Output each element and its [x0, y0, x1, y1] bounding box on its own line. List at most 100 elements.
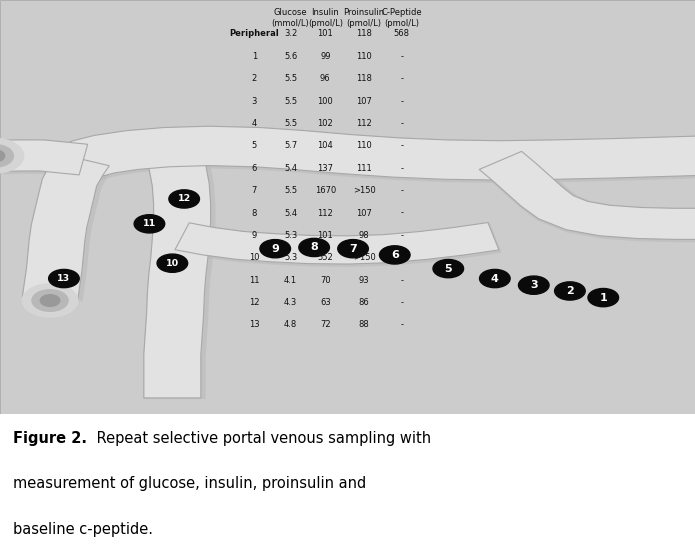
Circle shape: [169, 190, 199, 208]
Circle shape: [338, 239, 368, 258]
Text: -: -: [400, 52, 403, 61]
Polygon shape: [70, 126, 695, 180]
Text: 9: 9: [252, 231, 257, 240]
Text: 5: 5: [445, 264, 452, 273]
Text: 12: 12: [177, 194, 191, 204]
Text: 5: 5: [252, 142, 257, 150]
Text: 86: 86: [359, 298, 370, 307]
Text: 5.4: 5.4: [284, 209, 297, 217]
Text: 5.6: 5.6: [284, 52, 297, 61]
Text: 5.5: 5.5: [284, 97, 297, 105]
Polygon shape: [0, 140, 88, 175]
Text: 7: 7: [349, 244, 357, 254]
Polygon shape: [0, 139, 90, 178]
Polygon shape: [175, 222, 499, 264]
Circle shape: [0, 138, 24, 173]
Text: 101: 101: [318, 30, 333, 38]
Text: 8: 8: [252, 209, 257, 217]
Circle shape: [0, 150, 5, 162]
Text: -: -: [400, 321, 403, 329]
Text: -: -: [400, 164, 403, 173]
Text: 70: 70: [320, 276, 331, 285]
Text: 3: 3: [530, 280, 537, 290]
Circle shape: [260, 239, 291, 258]
Text: 6: 6: [391, 250, 399, 260]
Text: 4: 4: [252, 119, 257, 128]
Text: 13: 13: [58, 274, 70, 283]
Text: 4.3: 4.3: [284, 298, 297, 307]
Text: 118: 118: [357, 74, 372, 83]
Text: baseline c-peptide.: baseline c-peptide.: [13, 522, 152, 537]
Polygon shape: [479, 152, 695, 242]
Text: Glucose: Glucose: [274, 8, 307, 17]
Text: 8: 8: [310, 243, 318, 253]
Text: 552: 552: [318, 253, 333, 262]
Text: 93: 93: [359, 276, 370, 285]
Polygon shape: [144, 145, 211, 398]
Text: 110: 110: [357, 142, 372, 150]
Text: 110: 110: [357, 52, 372, 61]
Text: 11: 11: [249, 276, 260, 285]
Polygon shape: [143, 147, 215, 399]
Circle shape: [588, 288, 619, 307]
Text: 1: 1: [252, 52, 257, 61]
Circle shape: [433, 260, 464, 278]
Text: 1670: 1670: [315, 186, 336, 195]
Text: 5.3: 5.3: [284, 253, 297, 262]
Text: 5.5: 5.5: [284, 119, 297, 128]
Text: >150: >150: [353, 253, 375, 262]
Text: 9: 9: [271, 244, 279, 254]
Circle shape: [134, 215, 165, 233]
Text: 5.3: 5.3: [284, 231, 297, 240]
Text: 4: 4: [491, 273, 499, 283]
Text: 3.2: 3.2: [284, 30, 297, 38]
Text: 3: 3: [252, 97, 257, 105]
Text: 98: 98: [359, 231, 370, 240]
Circle shape: [22, 284, 78, 317]
Text: >150: >150: [353, 186, 375, 195]
Text: Figure 2.: Figure 2.: [13, 430, 86, 446]
Text: 111: 111: [357, 164, 372, 173]
Text: (pmol/L): (pmol/L): [384, 19, 419, 27]
Text: 101: 101: [318, 231, 333, 240]
Text: 5.7: 5.7: [284, 142, 297, 150]
Polygon shape: [22, 154, 114, 301]
Text: -: -: [400, 74, 403, 83]
Text: 72: 72: [320, 321, 331, 329]
Text: 6: 6: [252, 164, 257, 173]
Text: Repeat selective portal venous sampling with: Repeat selective portal venous sampling …: [92, 430, 431, 446]
Text: measurement of glucose, insulin, proinsulin and: measurement of glucose, insulin, proinsu…: [13, 477, 366, 491]
Text: Insulin: Insulin: [311, 8, 339, 17]
Text: -: -: [400, 119, 403, 128]
Circle shape: [379, 246, 410, 264]
Text: -: -: [400, 231, 403, 240]
Polygon shape: [22, 153, 109, 300]
Text: 96: 96: [320, 74, 331, 83]
Text: 1: 1: [599, 293, 607, 302]
Text: 107: 107: [357, 209, 372, 217]
Text: 63: 63: [320, 298, 331, 307]
Circle shape: [40, 295, 60, 306]
Text: -: -: [400, 97, 403, 105]
Text: (mmol/L): (mmol/L): [272, 19, 309, 27]
Text: 100: 100: [318, 97, 333, 105]
Text: -: -: [400, 209, 403, 217]
Text: 12: 12: [249, 298, 260, 307]
Text: 10: 10: [166, 259, 179, 268]
Text: 88: 88: [359, 321, 370, 329]
Text: 137: 137: [317, 164, 334, 173]
Text: 11: 11: [142, 220, 156, 228]
Text: -: -: [400, 298, 403, 307]
Circle shape: [299, 238, 329, 256]
Text: -: -: [400, 186, 403, 195]
Polygon shape: [72, 126, 695, 183]
Text: 2: 2: [252, 74, 257, 83]
Text: 118: 118: [357, 30, 372, 38]
Text: 107: 107: [357, 97, 372, 105]
Circle shape: [32, 290, 68, 311]
Text: Peripheral: Peripheral: [229, 30, 279, 38]
Text: 10: 10: [249, 253, 260, 262]
Text: 7: 7: [252, 186, 257, 195]
Text: 13: 13: [249, 321, 260, 329]
Text: 112: 112: [318, 209, 333, 217]
